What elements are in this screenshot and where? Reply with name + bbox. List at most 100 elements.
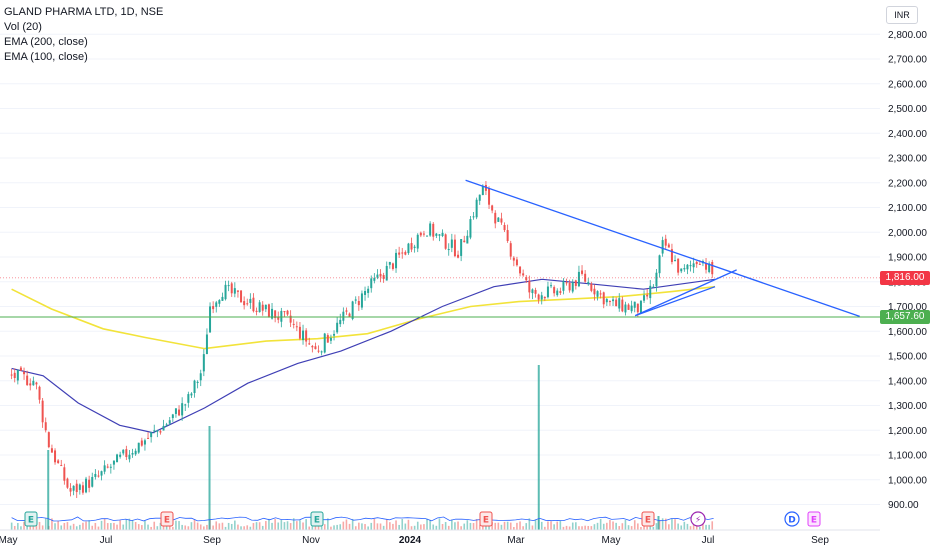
candle-body: [658, 255, 661, 274]
legend-volume[interactable]: Vol (20): [4, 21, 42, 33]
volume-bar: [10, 522, 13, 530]
volume-bar: [491, 522, 493, 530]
volume-bar: [674, 519, 676, 530]
volume-bar: [234, 520, 236, 530]
candle-body: [267, 304, 270, 318]
volume-bar: [671, 518, 673, 530]
price-tick-label: 2,000.00: [888, 228, 927, 239]
candle-body: [134, 450, 137, 455]
volume-bar: [556, 521, 559, 530]
candle-body: [426, 235, 429, 237]
time-tick-label: Sep: [203, 535, 221, 546]
volume-bar: [292, 518, 295, 530]
candle-body: [543, 296, 546, 299]
legend-ema100[interactable]: EMA (100, close): [4, 51, 88, 63]
candle-body: [652, 286, 655, 288]
candle-body: [571, 282, 574, 292]
volume-bar: [379, 523, 382, 530]
candle-body: [44, 422, 47, 431]
volume-bar: [268, 518, 270, 530]
event-marker: [160, 511, 174, 527]
legend-ema200[interactable]: EMA (200, close): [4, 36, 88, 48]
price-tick-label: 1,000.00: [888, 475, 927, 486]
price-tick-label: 1,900.00: [888, 253, 927, 264]
volume-bar: [153, 521, 156, 530]
event-marker-label: D: [788, 516, 795, 526]
candle-body: [233, 288, 236, 294]
candle-body: [708, 263, 711, 273]
candle-body: [537, 294, 540, 300]
volume-bar: [454, 522, 456, 530]
candle-body: [689, 265, 692, 267]
volume-bar: [237, 524, 239, 530]
candle-body: [227, 285, 230, 287]
candle-body: [587, 282, 590, 284]
volume-bar: [144, 520, 146, 530]
volume-bar: [227, 522, 230, 530]
candle-body: [264, 304, 267, 310]
candle-body: [506, 230, 509, 241]
volume-bar: [172, 526, 174, 530]
volume-bar: [395, 520, 397, 530]
candle-body: [636, 303, 639, 313]
candle-body: [143, 440, 146, 445]
candle-body: [444, 234, 447, 249]
volume-bar: [401, 519, 404, 530]
volume-bar: [370, 522, 373, 530]
candle-body: [655, 272, 658, 287]
candle-body: [422, 233, 425, 235]
support-price-tag: 1,657.60: [880, 309, 930, 324]
volume-bar: [100, 520, 103, 530]
volume-bar: [649, 523, 652, 530]
volume-bar: [221, 522, 224, 530]
volume-bar: [646, 526, 648, 530]
time-tick-label: Jul: [100, 535, 113, 546]
candle-body: [168, 420, 171, 424]
event-marker: [641, 511, 655, 527]
volume-bar: [122, 524, 125, 530]
candle-body: [81, 485, 84, 493]
candle-body: [329, 337, 332, 341]
candle-body: [407, 243, 410, 254]
candle-body: [686, 264, 689, 270]
volume-bar: [612, 521, 614, 530]
volume-bar: [327, 518, 329, 530]
volume-bar: [134, 522, 137, 530]
volume-bar: [389, 522, 391, 530]
volume-bar: [680, 525, 683, 530]
volume-bar: [150, 526, 152, 530]
candle-body: [199, 373, 202, 381]
volume-bar: [506, 521, 509, 530]
candle-body: [286, 310, 289, 315]
price-tick-label: 2,200.00: [888, 178, 927, 189]
volume-bar: [562, 526, 565, 530]
candle-body: [308, 343, 311, 345]
volume-bar: [438, 518, 441, 530]
volume-bar: [203, 526, 205, 530]
currency-button[interactable]: INR: [886, 6, 918, 24]
volume-bar: [181, 524, 183, 530]
candle-body: [190, 393, 193, 396]
volume-bar: [57, 520, 59, 530]
volume-bar: [615, 522, 617, 530]
candle-body: [457, 254, 460, 258]
candle-body: [605, 299, 608, 303]
volume-bar: [590, 526, 593, 530]
volume-bar: [451, 519, 453, 530]
volume-bar: [224, 526, 227, 530]
volume-bar: [475, 519, 478, 530]
volume-bar: [376, 523, 379, 530]
price-tick-label: 2,700.00: [888, 55, 927, 66]
volume-bar: [413, 525, 416, 530]
volume-bar: [447, 525, 450, 530]
event-marker-label: E: [314, 516, 320, 526]
volume-spike: [208, 426, 211, 530]
candle-body: [153, 430, 156, 432]
event-marker: [690, 511, 706, 527]
volume-bar: [435, 525, 438, 530]
volume-bar: [373, 518, 376, 530]
volume-bar: [708, 524, 710, 530]
legend-title[interactable]: GLAND PHARMA LTD, 1D, NSE: [4, 6, 164, 18]
candle-body: [221, 296, 224, 301]
